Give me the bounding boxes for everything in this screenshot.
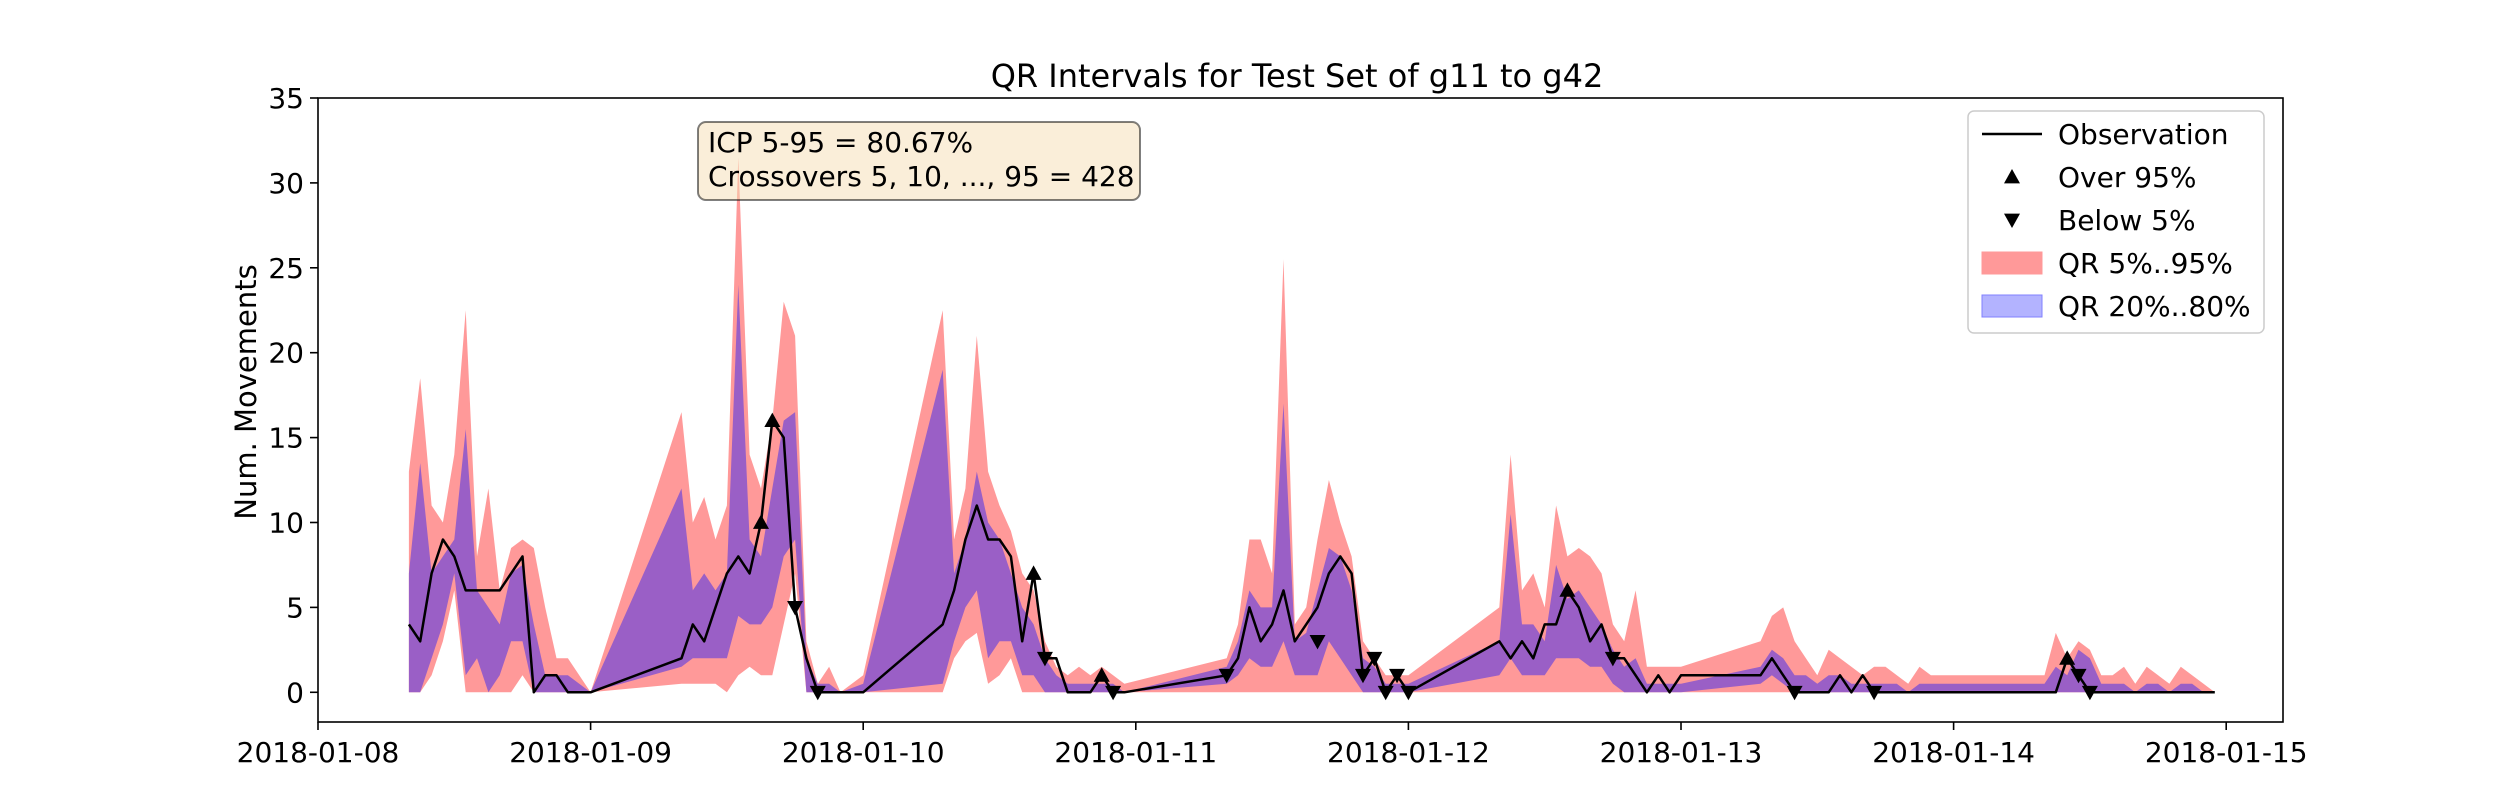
legend-qr-20-80-swatch: [1981, 294, 2043, 318]
y-tick-label: 0: [286, 676, 304, 709]
over-95-marker: [752, 514, 769, 529]
legend: Observation Over 95% Below 5% QR 5%..95% QR …: [1967, 110, 2265, 334]
annotation-line-crossovers: Crossovers 5, 10, ..., 95 = 428: [708, 160, 1135, 193]
below-5-marker: [1389, 668, 1406, 684]
x-tick-label: 2018-01-11: [1054, 736, 1217, 769]
y-tick-label: 30: [268, 167, 304, 200]
over-95-marker: [764, 412, 781, 428]
legend-qr-5-95-swatch: [1981, 251, 2043, 275]
x-tick-label: 2018-01-08: [237, 736, 400, 769]
y-tick-label: 35: [268, 82, 304, 115]
legend-label-qr-5-95: QR 5%..95%: [2058, 247, 2233, 280]
y-tick-label: 25: [268, 252, 304, 285]
legend-label-below-5: Below 5%: [2058, 204, 2196, 237]
below-5-marker: [809, 685, 826, 701]
chart-title: QR Intervals for Test Set of g11 to g42: [991, 57, 1604, 95]
x-tick-label: 2018-01-10: [782, 736, 945, 769]
annotation-line-icp: ICP 5-95 = 80.67%: [708, 126, 973, 159]
legend-label-over-95: Over 95%: [2058, 161, 2196, 194]
qr-5-95-band: [408, 157, 2215, 693]
below-5-marker: [1366, 651, 1383, 667]
below-5-marker: [1377, 685, 1394, 701]
y-axis-label: Num. Movements: [229, 264, 263, 519]
below-5-marker: [787, 600, 804, 616]
below-5-marker: [1036, 651, 1053, 667]
x-tick-label: 2018-01-09: [509, 736, 672, 769]
below-5-marker: [1105, 685, 1122, 701]
over-95-marker: [1093, 667, 1110, 682]
y-tick-label: 5: [286, 591, 304, 624]
below-5-marker: [1309, 634, 1326, 650]
below-5-marker: [1354, 668, 1371, 684]
y-tick-label: 20: [268, 337, 304, 370]
below-5-marker: [1866, 685, 1883, 701]
below-5-marker: [1218, 668, 1235, 684]
x-tick-label: 2018-01-15: [2145, 736, 2308, 769]
observation-line: [407, 419, 2215, 694]
over-95-marker: [1559, 582, 1576, 597]
over-95-marker: [1025, 565, 1042, 580]
below-5-marker: [1400, 685, 1417, 701]
plot-area: [407, 157, 2215, 701]
below-5-marker: [2070, 668, 2087, 684]
annotation-box-background: [697, 121, 1141, 201]
y-tick-label: 15: [268, 422, 304, 455]
plot-frame: [317, 97, 2284, 723]
over-95-marker: [2059, 650, 2076, 665]
x-tick-label: 2018-01-12: [1327, 736, 1490, 769]
below-5-marker: [2081, 685, 2098, 701]
legend-box: [1967, 110, 2265, 334]
below-5-marker: [1604, 651, 1621, 667]
below-5-marker: [1786, 685, 1803, 701]
x-tick-label: 2018-01-14: [1872, 736, 2035, 769]
legend-below-5-swatch: [2004, 213, 2020, 228]
x-tick-label: 2018-01-13: [1600, 736, 1763, 769]
axes: 0 5 10 15 20 25 30 35 2018-01-08 2018-01-09 2018-0…: [237, 82, 2308, 769]
legend-label-qr-20-80: QR 20%..80%: [2058, 290, 2251, 323]
legend-over-95-swatch: [2004, 169, 2020, 184]
annotation-box: ICP 5-95 = 80.67% Crossovers 5, 10, ...,…: [697, 121, 1141, 201]
legend-label-observation: Observation: [2058, 118, 2229, 151]
y-tick-label: 10: [268, 506, 304, 539]
